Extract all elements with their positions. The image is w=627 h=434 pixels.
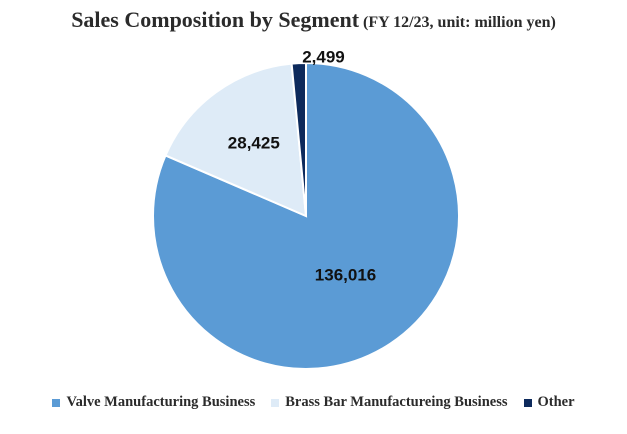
legend-item-valve: Valve Manufacturing Business [52, 394, 255, 411]
pie-slice-valve [152, 61, 460, 370]
legend-item-other: Other [523, 394, 575, 411]
chart-subtitle: (FY 12/23, unit: million yen) [363, 14, 556, 31]
legend-swatch-valve [52, 398, 61, 407]
legend-item-brass-bar: Brass Bar Manufactureing Business [271, 394, 508, 411]
data-label-other: 2,499 [302, 47, 345, 66]
legend-label-other: Other [537, 394, 575, 410]
chart-legend: Valve Manufacturing Business Brass Bar M… [0, 394, 627, 411]
chart-title-main: Sales Composition by Segment [71, 7, 360, 32]
chart-title: Sales Composition by Segment (FY 12/23, … [0, 7, 627, 33]
legend-swatch-brass-bar [271, 398, 280, 407]
legend-swatch-other [523, 398, 532, 407]
data-label-brass-bar: 28,425 [228, 134, 280, 153]
pie-slice-brass-bar [164, 62, 308, 218]
legend-label-brass-bar: Brass Bar Manufactureing Business [285, 394, 508, 410]
pie-slice-other [290, 61, 307, 217]
data-label-valve: 136,016 [315, 266, 376, 285]
legend-label-valve: Valve Manufacturing Business [66, 394, 256, 410]
